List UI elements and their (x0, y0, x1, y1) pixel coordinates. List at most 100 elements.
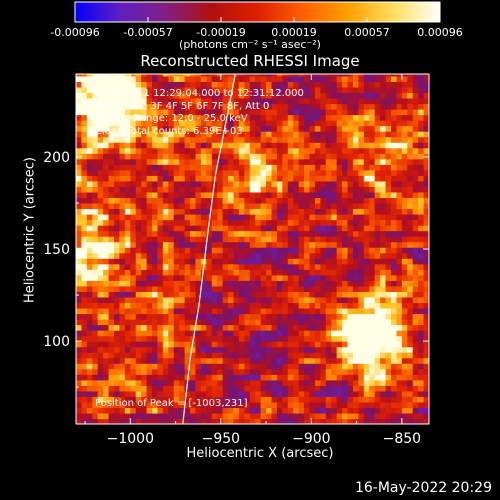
heatmap-cell (217, 225, 224, 232)
heatmap-cell (385, 291, 392, 298)
heatmap-cell (173, 352, 180, 359)
heatmap-cell (114, 131, 121, 138)
heatmap-cell (206, 407, 213, 414)
heatmap-cell (293, 335, 300, 342)
heatmap-cell (401, 247, 408, 254)
heatmap-cell (119, 263, 126, 270)
heatmap-cell (162, 396, 169, 403)
heatmap-cell (390, 313, 398, 320)
heatmap-cell (173, 97, 180, 105)
heatmap-cell (396, 202, 403, 210)
heatmap-cell (418, 74, 425, 77)
heatmap-cell (211, 186, 218, 193)
heatmap-cell (287, 379, 294, 386)
heatmap-cell (141, 175, 148, 182)
heatmap-cell (173, 263, 180, 270)
heatmap-cell (233, 86, 240, 94)
heatmap-cell (369, 125, 376, 132)
heatmap-cell (271, 75, 278, 82)
heatmap-cell (173, 125, 180, 132)
heatmap-cell (347, 258, 354, 265)
heatmap-cell (92, 197, 99, 204)
heatmap-cell (108, 202, 115, 210)
heatmap-cell (238, 191, 245, 199)
heatmap-cell (320, 219, 327, 226)
heatmap-cell (255, 319, 262, 326)
heatmap-cell (135, 120, 142, 127)
heatmap-cell (390, 346, 398, 353)
heatmap-cell (206, 103, 213, 110)
heatmap-cell (369, 180, 376, 187)
heatmap-cell (238, 225, 245, 232)
heatmap-cell (342, 412, 349, 420)
heatmap-cell (347, 225, 354, 232)
heatmap-cell (304, 296, 311, 304)
heatmap-cell (173, 214, 180, 221)
heatmap-cell (119, 407, 126, 414)
heatmap-cell (255, 274, 262, 281)
heatmap-cell (342, 379, 349, 386)
heatmap-cell (407, 379, 414, 386)
heatmap-cell (363, 401, 370, 409)
heatmap-cell (293, 158, 300, 165)
heatmap-cell (249, 97, 256, 105)
heatmap-cell (287, 313, 294, 320)
heatmap-cell (81, 269, 88, 276)
heatmap-cell (157, 291, 164, 298)
heatmap-cell (260, 385, 267, 392)
heatmap-cell (336, 396, 343, 403)
heatmap-cell (325, 346, 332, 353)
heatmap-cell (293, 175, 300, 182)
heatmap-cell (282, 75, 289, 82)
heatmap-cell (380, 219, 387, 226)
heatmap-cell (114, 103, 121, 110)
heatmap-cell (228, 296, 235, 304)
heatmap-cell (374, 324, 381, 331)
heatmap-cell (86, 191, 93, 199)
heatmap-cell (369, 263, 376, 270)
heatmap-cell (179, 390, 186, 397)
heatmap-cell (249, 230, 256, 237)
heatmap-cell (124, 341, 131, 348)
heatmap-cell (412, 97, 419, 105)
heatmap-cell (130, 274, 137, 281)
heatmap-cell (325, 418, 332, 424)
heatmap-cell (369, 247, 376, 254)
heatmap-cell (162, 158, 169, 165)
heatmap-cell (293, 401, 300, 409)
heatmap-cell (325, 368, 332, 375)
heatmap-cell (380, 346, 387, 353)
heatmap-cell (342, 158, 349, 165)
heatmap-cell (374, 114, 381, 121)
heatmap-cell (401, 92, 408, 99)
heatmap-cell (119, 319, 126, 326)
heatmap-cell (81, 153, 88, 160)
heatmap-cell (304, 307, 311, 315)
heatmap-cell (347, 75, 354, 82)
heatmap-cell (271, 120, 278, 127)
heatmap-cell (249, 379, 256, 386)
heatmap-cell (287, 296, 294, 304)
heatmap-cell (200, 74, 207, 77)
heatmap-cell (92, 263, 99, 270)
heatmap-cell (222, 352, 229, 359)
heatmap-cell (249, 396, 256, 403)
heatmap-cell (108, 319, 115, 326)
heatmap-cell (190, 142, 197, 149)
heatmap-cell (130, 335, 137, 342)
heatmap-cell (217, 114, 224, 121)
heatmap-cell (309, 363, 316, 370)
heatmap-cell (184, 180, 191, 187)
heatmap-cell (135, 368, 142, 375)
heatmap-cell (81, 86, 88, 94)
heatmap-cell (336, 74, 343, 77)
heatmap-cell (304, 330, 311, 337)
heatmap-cell (385, 418, 392, 424)
heatmap-cell (157, 114, 164, 121)
heatmap-cell (336, 142, 343, 149)
heatmap-cell (418, 247, 425, 254)
heatmap-cell (168, 263, 175, 270)
heatmap-cell (271, 390, 278, 397)
heatmap-cell (287, 180, 294, 187)
heatmap-cell (103, 142, 110, 149)
